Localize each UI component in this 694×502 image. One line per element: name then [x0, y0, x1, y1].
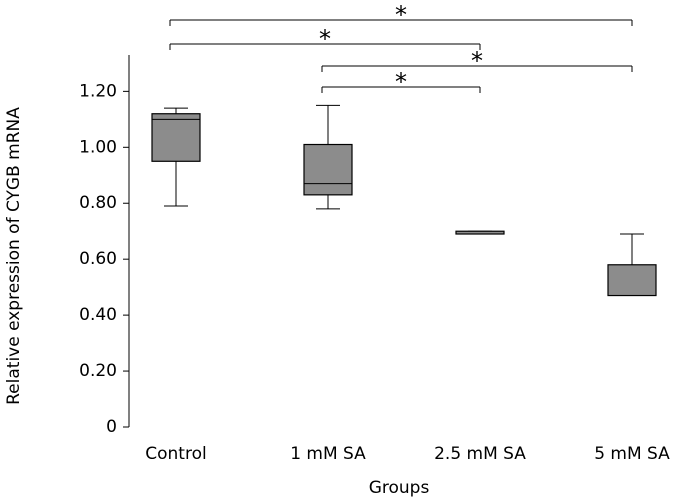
box — [151, 113, 201, 162]
significance-label: * — [471, 47, 483, 75]
significance-label: * — [395, 68, 407, 96]
y-axis-label: Relative expression of CYGB mRNA — [4, 107, 24, 405]
x-tick-label: 2.5 mM SA — [434, 444, 526, 464]
y-tick-label: 0.20 — [79, 361, 117, 381]
x-axis-label: Groups — [369, 478, 430, 498]
x-tick-label: Control — [145, 444, 206, 464]
y-tick-label: 0 — [106, 417, 117, 437]
y-tick-label: 0.80 — [79, 193, 117, 213]
box — [303, 143, 353, 196]
significance-label: * — [319, 25, 331, 53]
y-tick-label: 0.40 — [79, 305, 117, 325]
box — [607, 264, 657, 297]
y-tick-label: 0.60 — [79, 249, 117, 269]
x-tick-label: 5 mM SA — [594, 444, 670, 464]
significance-label: * — [395, 1, 407, 29]
x-tick-label: 1 mM SA — [290, 444, 366, 464]
y-tick-label: 1.00 — [79, 137, 117, 157]
y-tick-label: 1.20 — [79, 81, 117, 101]
